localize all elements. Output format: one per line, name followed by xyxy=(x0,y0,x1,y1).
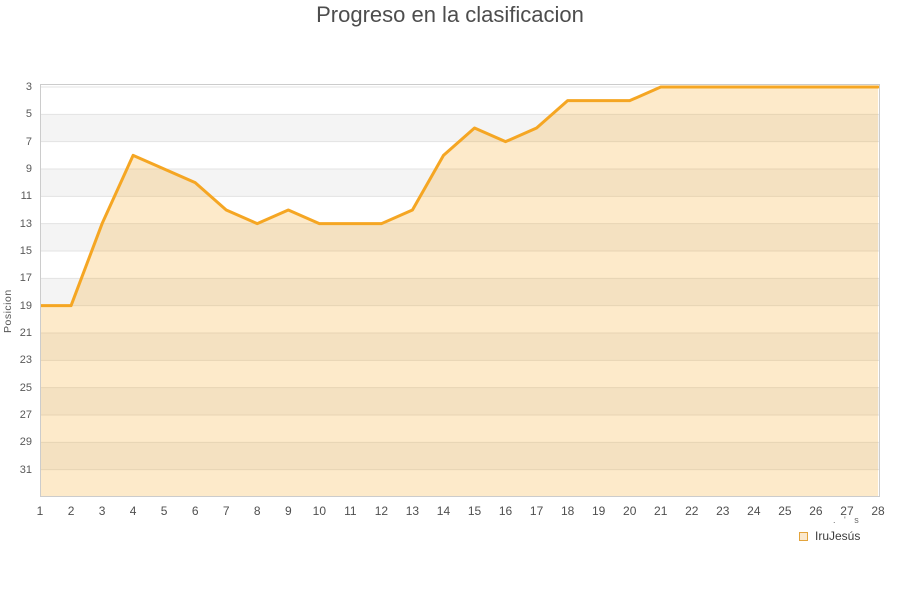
x-tick-label: 19 xyxy=(591,504,606,518)
x-tick-label: 6 xyxy=(191,504,199,518)
x-tick-label: 1 xyxy=(36,504,44,518)
background-stripe xyxy=(40,469,880,497)
background-stripe xyxy=(40,251,880,279)
background-stripe xyxy=(40,87,880,115)
y-tick-label: 29 xyxy=(19,436,32,449)
x-tick-label: 20 xyxy=(623,504,637,518)
y-tick-label: 9 xyxy=(25,163,32,175)
y-tick-label: 13 xyxy=(19,217,32,230)
x-tick-label: 16 xyxy=(498,504,513,518)
y-tick-label: 27 xyxy=(19,409,32,421)
background-stripe xyxy=(40,196,880,224)
x-tick-label: 2 xyxy=(67,504,75,518)
background-stripe xyxy=(40,169,880,197)
y-tick-label: 3 xyxy=(25,81,32,93)
background-stripe xyxy=(40,360,880,388)
background-stripe xyxy=(40,305,880,333)
x-tick-label: 14 xyxy=(436,504,451,518)
chart-title: Progreso en la clasificacion xyxy=(316,2,584,27)
background-stripe xyxy=(40,223,880,251)
x-tick-label: 12 xyxy=(374,504,389,518)
y-tick-label: 25 xyxy=(19,381,32,394)
y-tick-label: 31 xyxy=(19,463,32,476)
y-axis-label: Posicion xyxy=(2,289,14,333)
x-tick-label: 8 xyxy=(253,504,261,518)
y-tick-label: 7 xyxy=(25,135,32,148)
background-stripe xyxy=(40,442,880,470)
y-tick-label: 23 xyxy=(19,354,32,367)
background-stripe xyxy=(40,333,880,361)
x-tick-label: 28 xyxy=(871,504,885,518)
x-tick-label: 5 xyxy=(160,504,168,518)
y-tick-label: 5 xyxy=(25,108,32,121)
x-tick-label: 26 xyxy=(809,504,823,518)
x-tick-label: 24 xyxy=(747,504,761,518)
x-tick-label: 4 xyxy=(129,504,137,518)
y-tick-label: 15 xyxy=(19,245,32,257)
x-tick-label: 11 xyxy=(344,504,357,518)
y-tick-label: 11 xyxy=(20,190,32,203)
x-tick-label: 7 xyxy=(222,504,230,518)
x-tick-label: 17 xyxy=(529,504,544,518)
x-tick-label: 27 xyxy=(840,504,854,518)
background-stripe xyxy=(40,387,880,415)
series-line xyxy=(40,85,880,308)
x-tick-label: 18 xyxy=(560,504,575,518)
y-tick-label: 19 xyxy=(19,299,32,312)
x-tick-label: 10 xyxy=(312,504,327,518)
series-area xyxy=(40,87,878,497)
y-tick-label: 17 xyxy=(19,272,32,285)
x-tick-label: 3 xyxy=(98,504,106,518)
x-tick-label: 15 xyxy=(467,504,482,518)
background-stripe xyxy=(40,141,880,169)
x-tick-label: 22 xyxy=(685,504,699,518)
legend-label: IruJesús xyxy=(815,529,861,543)
x-tick-label: 13 xyxy=(405,504,420,518)
x-tick-label: 9 xyxy=(284,504,292,518)
legend-swatch-icon xyxy=(799,531,808,541)
axis-text-fragment: . ' s xyxy=(833,515,862,525)
background-stripe xyxy=(40,114,880,142)
y-tick-label: 21 xyxy=(19,327,32,339)
x-tick-label: 23 xyxy=(716,504,730,518)
legend-item[interactable]: IruJesús xyxy=(799,529,860,543)
plot-area xyxy=(40,84,880,497)
x-tick-label: 21 xyxy=(654,504,668,518)
background-stripe xyxy=(40,415,880,443)
plot-border xyxy=(40,84,880,497)
background-stripe xyxy=(40,278,880,306)
x-tick-label: 25 xyxy=(778,504,792,518)
